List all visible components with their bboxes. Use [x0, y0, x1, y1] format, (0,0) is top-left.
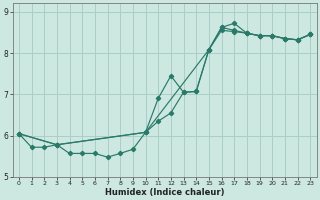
X-axis label: Humidex (Indice chaleur): Humidex (Indice chaleur) [105, 188, 224, 197]
